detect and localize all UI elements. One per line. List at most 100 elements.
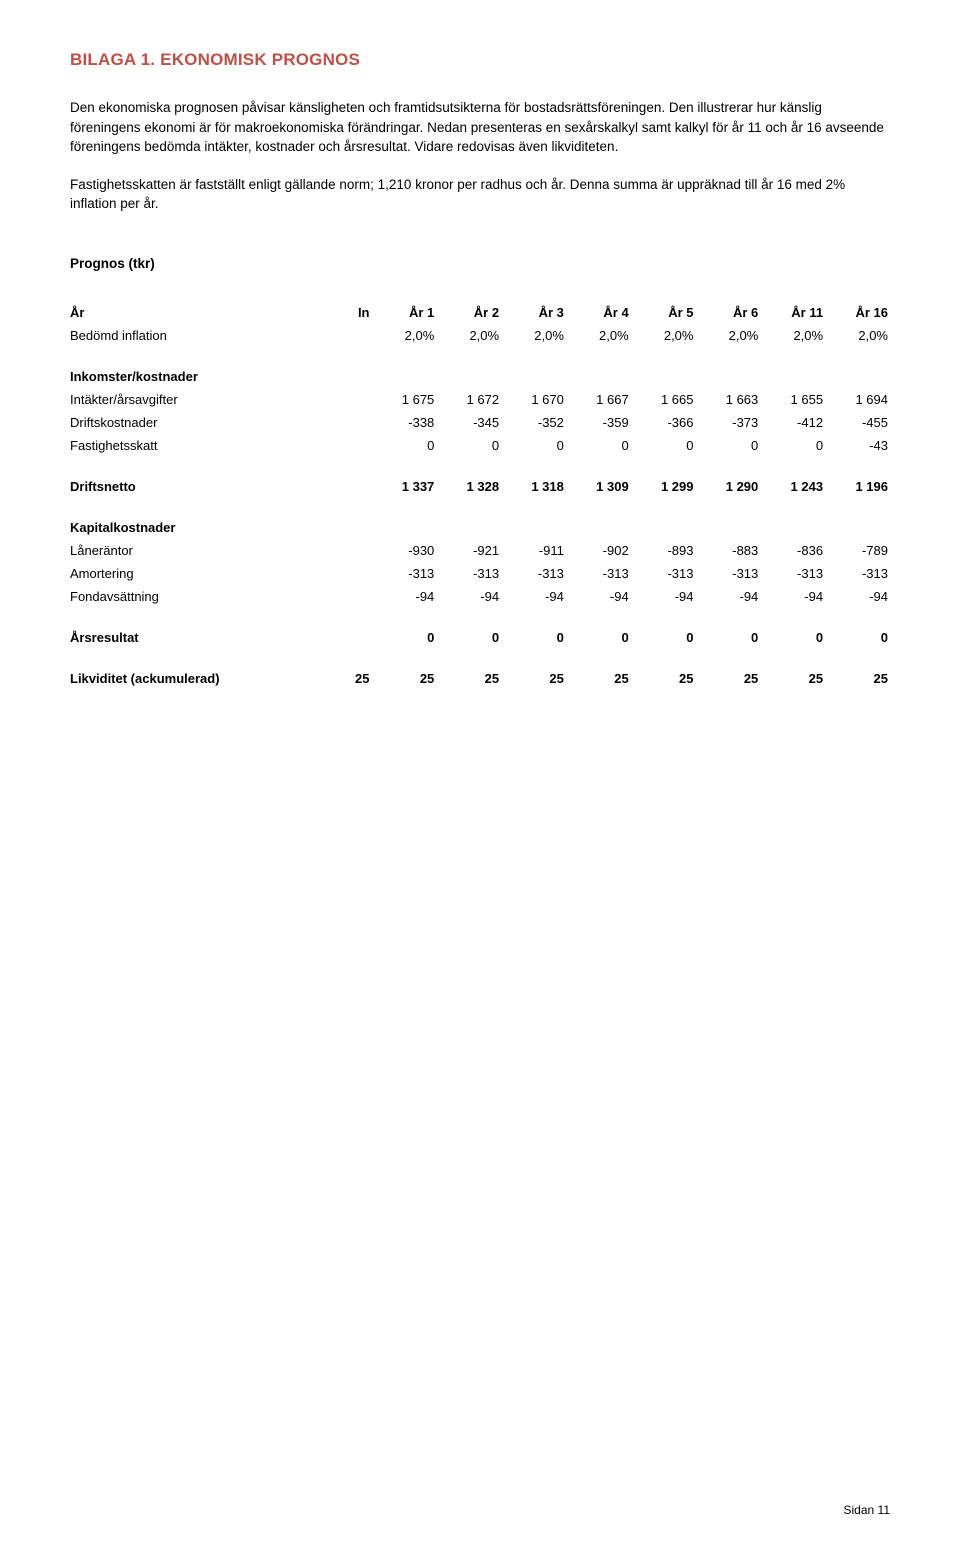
cell: -94 [566, 585, 631, 608]
cell [339, 457, 372, 498]
row-label: Bedömd inflation [70, 324, 339, 347]
row-intakter: Intäkter/årsavgifter 1 675 1 672 1 670 1… [70, 388, 890, 411]
section-label: Kapitalkostnader [70, 498, 890, 539]
cell: 1 667 [566, 388, 631, 411]
row-label: Amortering [70, 562, 339, 585]
paragraph-1: Den ekonomiska prognosen påvisar känslig… [70, 98, 890, 157]
cell: -412 [760, 411, 825, 434]
cell: -921 [436, 539, 501, 562]
col-header: År [70, 301, 339, 324]
cell: -94 [760, 585, 825, 608]
cell [339, 539, 372, 562]
row-label: Årsresultat [70, 608, 339, 649]
cell [339, 562, 372, 585]
col-header: År 16 [825, 301, 890, 324]
cell: 2,0% [501, 324, 566, 347]
cell: 25 [436, 649, 501, 690]
cell: -313 [436, 562, 501, 585]
col-header: År 2 [436, 301, 501, 324]
cell: -930 [372, 539, 437, 562]
cell: -43 [825, 434, 890, 457]
cell: -836 [760, 539, 825, 562]
section-kapitalkostnader: Kapitalkostnader [70, 498, 890, 539]
cell: -94 [695, 585, 760, 608]
cell: 0 [372, 434, 437, 457]
table-header-row: År In År 1 År 2 År 3 År 4 År 5 År 6 År 1… [70, 301, 890, 324]
cell: -366 [631, 411, 696, 434]
cell: 2,0% [566, 324, 631, 347]
cell: 1 672 [436, 388, 501, 411]
row-label: Fondavsättning [70, 585, 339, 608]
cell: -94 [631, 585, 696, 608]
cell: 1 299 [631, 457, 696, 498]
row-fondavsattning: Fondavsättning -94 -94 -94 -94 -94 -94 -… [70, 585, 890, 608]
cell: 1 663 [695, 388, 760, 411]
cell: 0 [631, 434, 696, 457]
row-driftsnetto: Driftsnetto 1 337 1 328 1 318 1 309 1 29… [70, 457, 890, 498]
cell: -352 [501, 411, 566, 434]
row-label: Driftsnetto [70, 457, 339, 498]
cell: 0 [695, 434, 760, 457]
cell: 0 [566, 434, 631, 457]
cell: 0 [695, 608, 760, 649]
cell: 1 196 [825, 457, 890, 498]
cell: -313 [501, 562, 566, 585]
row-label: Låneräntor [70, 539, 339, 562]
cell: 1 665 [631, 388, 696, 411]
cell: 25 [825, 649, 890, 690]
cell: 0 [760, 608, 825, 649]
cell: 25 [695, 649, 760, 690]
col-header: År 4 [566, 301, 631, 324]
cell [339, 388, 372, 411]
cell [339, 324, 372, 347]
section-inkomster: Inkomster/kostnader [70, 347, 890, 388]
cell: -94 [436, 585, 501, 608]
row-arsresultat: Årsresultat 0 0 0 0 0 0 0 0 [70, 608, 890, 649]
section-label: Inkomster/kostnader [70, 347, 890, 388]
cell [339, 411, 372, 434]
page: BILAGA 1. EKONOMISK PROGNOS Den ekonomis… [0, 0, 960, 1547]
cell: 1 309 [566, 457, 631, 498]
col-header: År 1 [372, 301, 437, 324]
cell: 1 318 [501, 457, 566, 498]
paragraph-2: Fastighetsskatten är fastställt enligt g… [70, 175, 890, 214]
cell: -902 [566, 539, 631, 562]
cell: 1 675 [372, 388, 437, 411]
cell: -338 [372, 411, 437, 434]
cell: 1 243 [760, 457, 825, 498]
cell: 0 [501, 608, 566, 649]
cell: -789 [825, 539, 890, 562]
cell: 2,0% [631, 324, 696, 347]
row-lanerantor: Låneräntor -930 -921 -911 -902 -893 -883… [70, 539, 890, 562]
cell: 0 [501, 434, 566, 457]
col-header: År 3 [501, 301, 566, 324]
cell: 0 [825, 608, 890, 649]
prognos-table: År In År 1 År 2 År 3 År 4 År 5 År 6 År 1… [70, 301, 890, 690]
cell: 1 694 [825, 388, 890, 411]
cell: 0 [631, 608, 696, 649]
col-header: År 11 [760, 301, 825, 324]
cell: -94 [825, 585, 890, 608]
cell: -883 [695, 539, 760, 562]
row-fastighetsskatt: Fastighetsskatt 0 0 0 0 0 0 0 -43 [70, 434, 890, 457]
row-driftskostnader: Driftskostnader -338 -345 -352 -359 -366… [70, 411, 890, 434]
cell: 0 [436, 434, 501, 457]
cell: -345 [436, 411, 501, 434]
row-label: Driftskostnader [70, 411, 339, 434]
table-heading: Prognos (tkr) [70, 256, 890, 271]
cell: -313 [760, 562, 825, 585]
row-inflation: Bedömd inflation 2,0% 2,0% 2,0% 2,0% 2,0… [70, 324, 890, 347]
cell: -94 [372, 585, 437, 608]
cell: 25 [501, 649, 566, 690]
cell: 25 [566, 649, 631, 690]
cell: 2,0% [372, 324, 437, 347]
cell: 25 [372, 649, 437, 690]
row-label: Fastighetsskatt [70, 434, 339, 457]
cell: -313 [695, 562, 760, 585]
cell: -373 [695, 411, 760, 434]
cell: 0 [760, 434, 825, 457]
cell: -313 [372, 562, 437, 585]
page-title: BILAGA 1. EKONOMISK PROGNOS [70, 50, 890, 70]
cell: -313 [631, 562, 696, 585]
cell: 25 [631, 649, 696, 690]
